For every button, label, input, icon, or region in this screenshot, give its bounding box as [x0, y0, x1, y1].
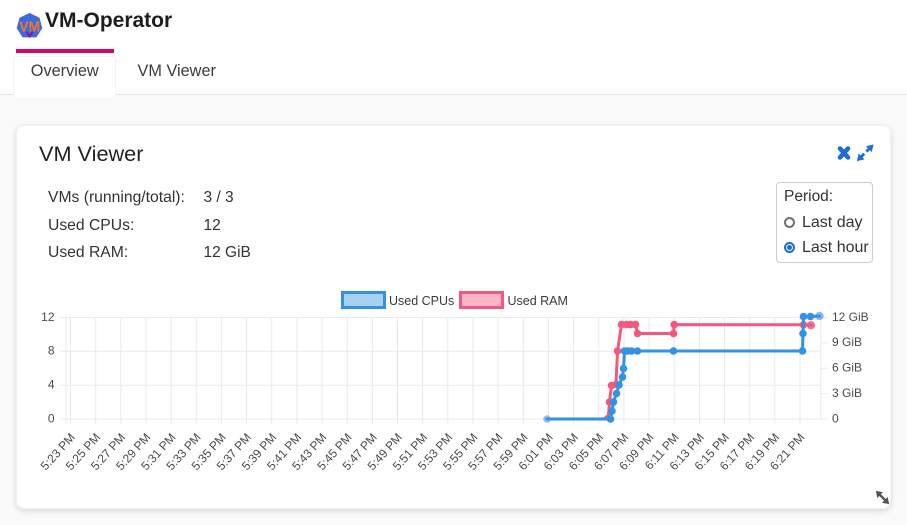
svg-text:Used CPUs: Used CPUs	[389, 294, 454, 308]
svg-text:0: 0	[832, 411, 839, 425]
svg-text:Used RAM: Used RAM	[508, 294, 568, 308]
svg-text:6 GiB: 6 GiB	[832, 361, 862, 375]
svg-text:8: 8	[48, 344, 55, 358]
svg-text:12 GiB: 12 GiB	[832, 310, 869, 324]
svg-text:0: 0	[48, 411, 55, 425]
svg-text:12: 12	[41, 310, 55, 324]
svg-text:4: 4	[48, 378, 55, 392]
svg-text:3 GiB: 3 GiB	[832, 386, 862, 400]
svg-text:VM: VM	[19, 19, 40, 35]
svg-text:9 GiB: 9 GiB	[832, 335, 862, 349]
